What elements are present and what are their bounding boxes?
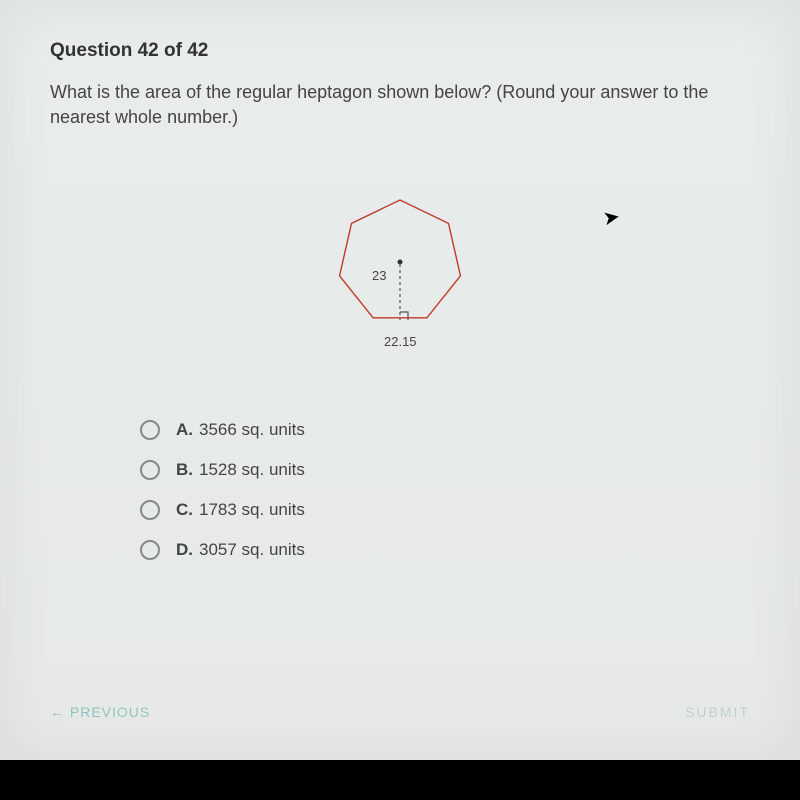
side-label: 22.15 bbox=[384, 334, 417, 349]
question-number: Question 42 of 42 bbox=[50, 40, 750, 62]
option-label: A.3566 sq. units bbox=[176, 420, 305, 440]
question-text: What is the area of the regular heptagon… bbox=[50, 80, 750, 130]
radio-icon[interactable] bbox=[140, 540, 160, 560]
cursor-icon: ➤ bbox=[601, 204, 622, 232]
option-d[interactable]: D.3057 sq. units bbox=[140, 540, 750, 560]
radio-icon[interactable] bbox=[140, 460, 160, 480]
option-label: C.1783 sq. units bbox=[176, 500, 305, 520]
option-c[interactable]: C.1783 sq. units bbox=[140, 500, 750, 520]
footer-nav: PREVIOUS SUBMIT bbox=[50, 704, 750, 720]
submit-button[interactable]: SUBMIT bbox=[685, 704, 750, 720]
option-label: D.3057 sq. units bbox=[176, 540, 305, 560]
apothem-label: 23 bbox=[372, 268, 386, 283]
previous-button[interactable]: PREVIOUS bbox=[50, 704, 150, 720]
heptagon-diagram: 23 22.15 bbox=[310, 180, 490, 360]
option-label: B.1528 sq. units bbox=[176, 460, 305, 480]
option-b[interactable]: B.1528 sq. units bbox=[140, 460, 750, 480]
heptagon-svg bbox=[310, 180, 490, 360]
radio-icon[interactable] bbox=[140, 420, 160, 440]
answer-options: A.3566 sq. units B.1528 sq. units C.1783… bbox=[140, 420, 750, 560]
option-a[interactable]: A.3566 sq. units bbox=[140, 420, 750, 440]
quiz-screen: Question 42 of 42 What is the area of th… bbox=[0, 0, 800, 760]
radio-icon[interactable] bbox=[140, 500, 160, 520]
diagram-area: ➤ 23 22.15 bbox=[50, 170, 750, 370]
